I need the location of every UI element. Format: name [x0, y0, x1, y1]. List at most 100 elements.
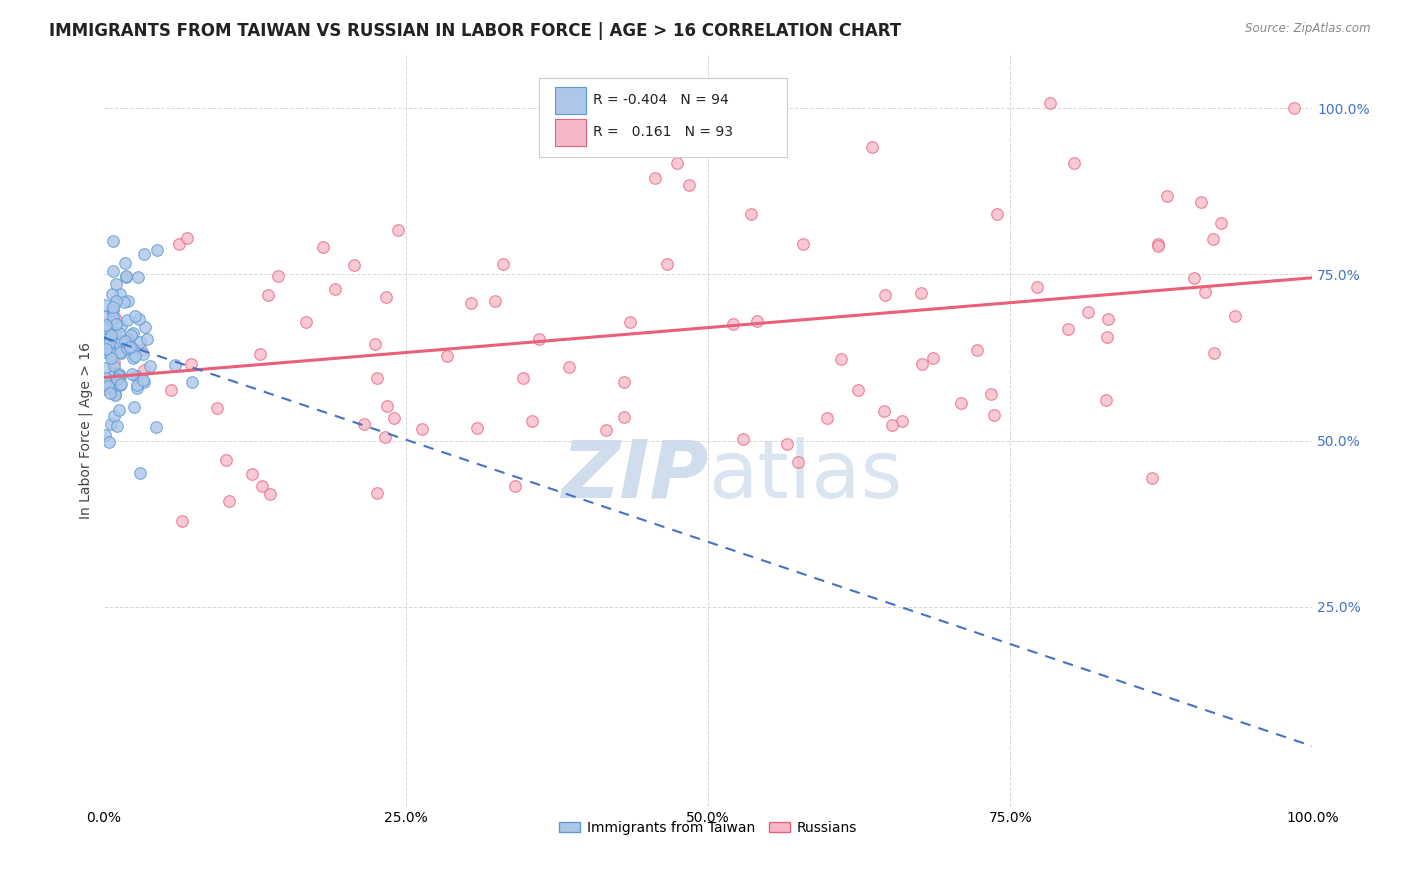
Point	[492, 257, 515, 271]
Point	[117, 333, 139, 347]
Point	[411, 422, 433, 436]
Point	[122, 351, 145, 365]
Point	[135, 332, 157, 346]
Point	[129, 343, 152, 358]
FancyBboxPatch shape	[538, 78, 787, 156]
Point	[145, 420, 167, 434]
Point	[792, 236, 814, 251]
Point	[98, 332, 121, 346]
Point	[100, 287, 122, 301]
Point	[129, 466, 152, 480]
Point	[1057, 322, 1080, 336]
Point	[1097, 312, 1119, 326]
Point	[1077, 305, 1099, 319]
Point	[94, 371, 117, 385]
Point	[125, 377, 148, 392]
Point	[145, 243, 167, 257]
Point	[127, 269, 149, 284]
Point	[1204, 345, 1226, 359]
Point	[830, 351, 852, 366]
Point	[115, 268, 138, 283]
Point	[558, 359, 581, 374]
Point	[503, 479, 526, 493]
Point	[465, 420, 488, 434]
Point	[100, 417, 122, 431]
Point	[110, 346, 132, 360]
Point	[105, 371, 128, 385]
Point	[512, 370, 534, 384]
Point	[267, 268, 290, 283]
Point	[950, 395, 973, 409]
Point	[114, 256, 136, 270]
Point	[325, 282, 347, 296]
Point	[1223, 309, 1246, 323]
Point	[94, 342, 117, 356]
Point	[170, 514, 193, 528]
Point	[114, 269, 136, 284]
Point	[97, 379, 120, 393]
Point	[117, 339, 139, 353]
Point	[353, 417, 375, 432]
Point	[520, 414, 543, 428]
Text: Source: ZipAtlas.com: Source: ZipAtlas.com	[1246, 22, 1371, 36]
Point	[104, 326, 127, 340]
Legend: Immigrants from Taiwan, Russians: Immigrants from Taiwan, Russians	[554, 815, 863, 840]
Text: ZIP: ZIP	[561, 437, 709, 515]
Point	[124, 309, 146, 323]
Point	[132, 363, 155, 377]
Point	[101, 300, 124, 314]
Point	[1095, 330, 1118, 344]
Point	[110, 377, 132, 392]
Point	[96, 377, 118, 392]
Point	[740, 207, 762, 221]
Point	[104, 387, 127, 401]
Point	[1194, 285, 1216, 299]
Point	[846, 383, 869, 397]
Text: atlas: atlas	[709, 437, 903, 515]
Point	[240, 467, 263, 482]
Point	[132, 373, 155, 387]
Point	[776, 437, 799, 451]
Point	[103, 359, 125, 373]
Point	[104, 340, 127, 354]
Point	[121, 341, 143, 355]
Point	[665, 155, 688, 169]
Point	[107, 326, 129, 341]
Point	[387, 223, 409, 237]
Point	[103, 388, 125, 402]
Point	[218, 494, 240, 508]
Point	[98, 336, 121, 351]
Point	[529, 332, 551, 346]
Point	[132, 246, 155, 260]
Point	[1201, 232, 1223, 246]
Point	[94, 318, 117, 333]
Point	[100, 347, 122, 361]
Point	[176, 231, 198, 245]
Point	[1209, 216, 1232, 230]
Point	[1094, 393, 1116, 408]
Point	[873, 287, 896, 301]
Point	[644, 170, 666, 185]
Point	[97, 434, 120, 449]
Point	[862, 140, 884, 154]
Point	[1039, 95, 1062, 110]
Point	[94, 337, 117, 351]
Point	[377, 399, 399, 413]
Point	[132, 376, 155, 390]
Point	[93, 320, 115, 334]
Point	[891, 414, 914, 428]
Point	[382, 411, 405, 425]
Point	[910, 285, 932, 300]
Point	[343, 258, 366, 272]
Point	[110, 376, 132, 391]
Point	[745, 313, 768, 327]
Point	[108, 286, 131, 301]
Point	[108, 368, 131, 382]
Point	[374, 429, 396, 443]
Point	[1156, 188, 1178, 202]
Point	[125, 368, 148, 383]
Point	[207, 401, 229, 415]
Point	[312, 240, 335, 254]
Text: IMMIGRANTS FROM TAIWAN VS RUSSIAN IN LABOR FORCE | AGE > 16 CORRELATION CHART: IMMIGRANTS FROM TAIWAN VS RUSSIAN IN LAB…	[49, 22, 901, 40]
Point	[115, 341, 138, 355]
